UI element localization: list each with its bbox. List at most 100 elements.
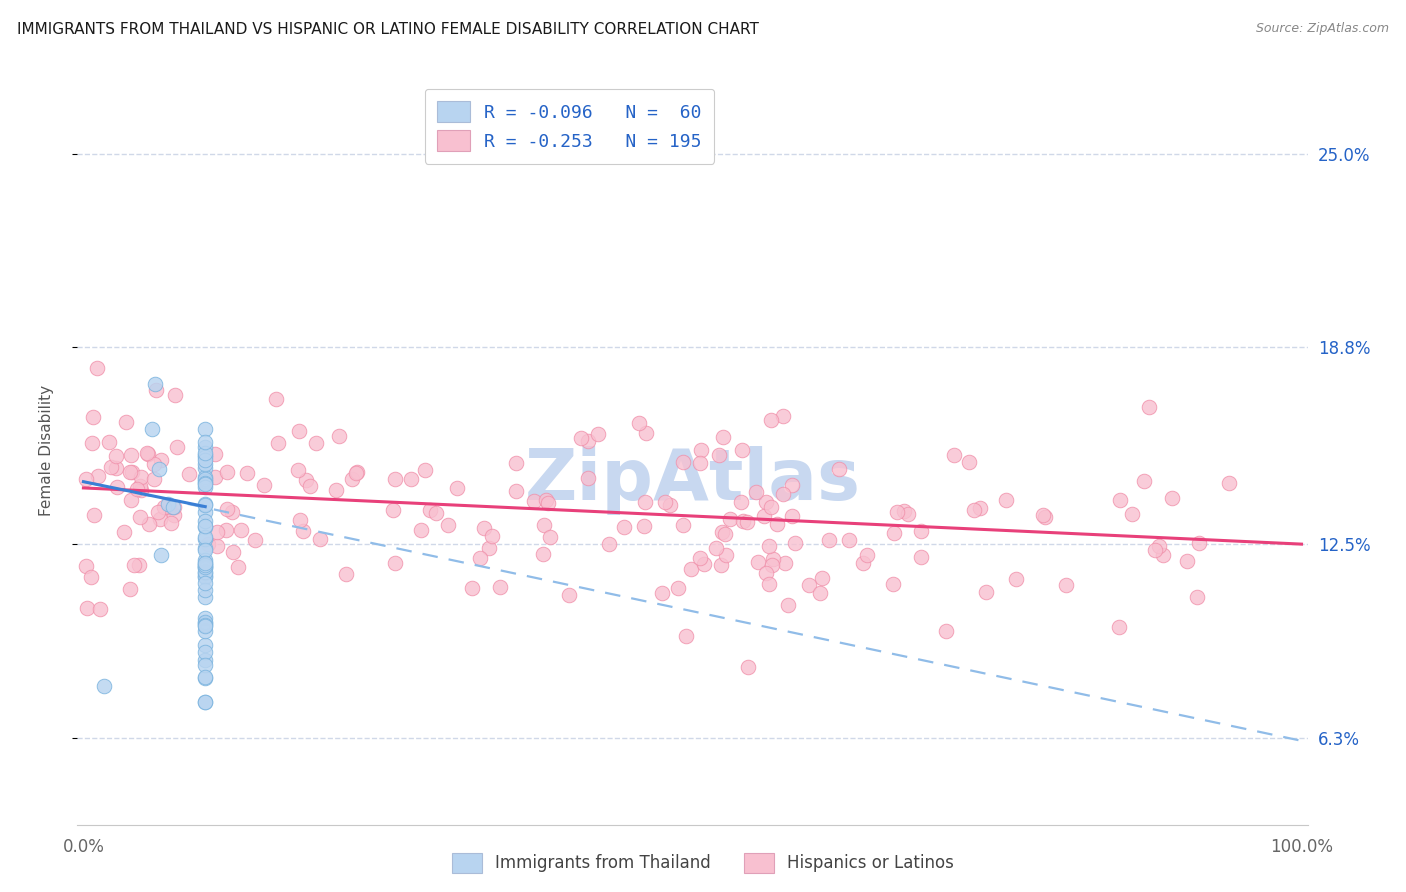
Point	[1137, 401, 1160, 415]
Point	[194, 582, 217, 597]
Point	[672, 455, 695, 469]
Point	[194, 514, 217, 528]
Point	[287, 424, 309, 438]
Point	[157, 500, 180, 514]
Point	[1143, 543, 1166, 558]
Point	[481, 528, 503, 542]
Y-axis label: Female Disability: Female Disability	[39, 384, 53, 516]
Point	[194, 476, 217, 491]
Point	[120, 448, 142, 462]
Point	[207, 525, 229, 540]
Point	[194, 671, 217, 685]
Point	[994, 492, 1017, 507]
Point	[633, 519, 655, 533]
Point	[808, 586, 831, 600]
Point	[194, 616, 217, 631]
Point	[537, 496, 560, 510]
Point	[288, 513, 311, 527]
Point	[162, 500, 184, 515]
Point	[135, 446, 157, 460]
Point	[194, 541, 217, 556]
Point	[325, 483, 347, 498]
Point	[693, 557, 716, 571]
Point	[75, 471, 97, 485]
Point	[215, 465, 238, 479]
Point	[425, 506, 447, 520]
Text: Source: ZipAtlas.com: Source: ZipAtlas.com	[1256, 22, 1389, 36]
Point	[127, 482, 149, 496]
Point	[83, 508, 105, 522]
Point	[974, 584, 997, 599]
Point	[1108, 620, 1130, 634]
Point	[294, 473, 316, 487]
Point	[121, 465, 143, 479]
Point	[851, 556, 873, 570]
Point	[194, 560, 217, 574]
Point	[755, 495, 778, 509]
Point	[523, 493, 546, 508]
Point	[194, 440, 217, 454]
Point	[86, 468, 108, 483]
Point	[883, 526, 905, 541]
Point	[689, 456, 711, 470]
Point	[217, 502, 239, 516]
Point	[675, 629, 697, 643]
Point	[505, 456, 527, 470]
Point	[75, 559, 97, 574]
Point	[659, 498, 682, 512]
Point	[489, 580, 512, 594]
Point	[143, 377, 166, 392]
Point	[291, 524, 314, 538]
Point	[818, 533, 841, 548]
Point	[773, 556, 796, 570]
Point	[148, 462, 170, 476]
Point	[194, 461, 217, 475]
Point	[409, 524, 432, 538]
Point	[194, 470, 217, 484]
Point	[194, 450, 217, 465]
Point	[531, 547, 554, 561]
Point	[141, 422, 163, 436]
Point	[335, 566, 357, 581]
Point	[194, 566, 217, 580]
Point	[690, 443, 713, 458]
Point	[148, 505, 170, 519]
Point	[149, 512, 172, 526]
Point	[159, 516, 181, 530]
Point	[342, 472, 364, 486]
Point	[177, 467, 200, 481]
Point	[309, 532, 332, 546]
Point	[80, 570, 103, 584]
Point	[194, 653, 217, 667]
Point	[710, 524, 733, 539]
Point	[194, 657, 217, 672]
Point	[215, 524, 238, 538]
Point	[305, 436, 328, 450]
Point	[194, 558, 217, 573]
Point	[82, 409, 104, 424]
Point	[149, 452, 172, 467]
Point	[730, 495, 752, 509]
Point	[1161, 491, 1184, 505]
Point	[747, 555, 769, 569]
Point	[731, 443, 754, 458]
Point	[194, 532, 217, 546]
Point	[194, 576, 217, 591]
Point	[163, 500, 186, 514]
Point	[194, 565, 217, 579]
Point	[761, 558, 783, 572]
Point	[711, 430, 734, 444]
Point	[194, 590, 217, 604]
Point	[194, 422, 217, 436]
Point	[120, 492, 142, 507]
Point	[613, 520, 636, 534]
Point	[588, 426, 610, 441]
Point	[194, 561, 217, 575]
Point	[228, 560, 250, 574]
Point	[1175, 554, 1198, 568]
Point	[634, 425, 657, 440]
Point	[194, 448, 217, 462]
Point	[105, 480, 128, 494]
Point	[194, 695, 217, 709]
Point	[384, 557, 406, 571]
